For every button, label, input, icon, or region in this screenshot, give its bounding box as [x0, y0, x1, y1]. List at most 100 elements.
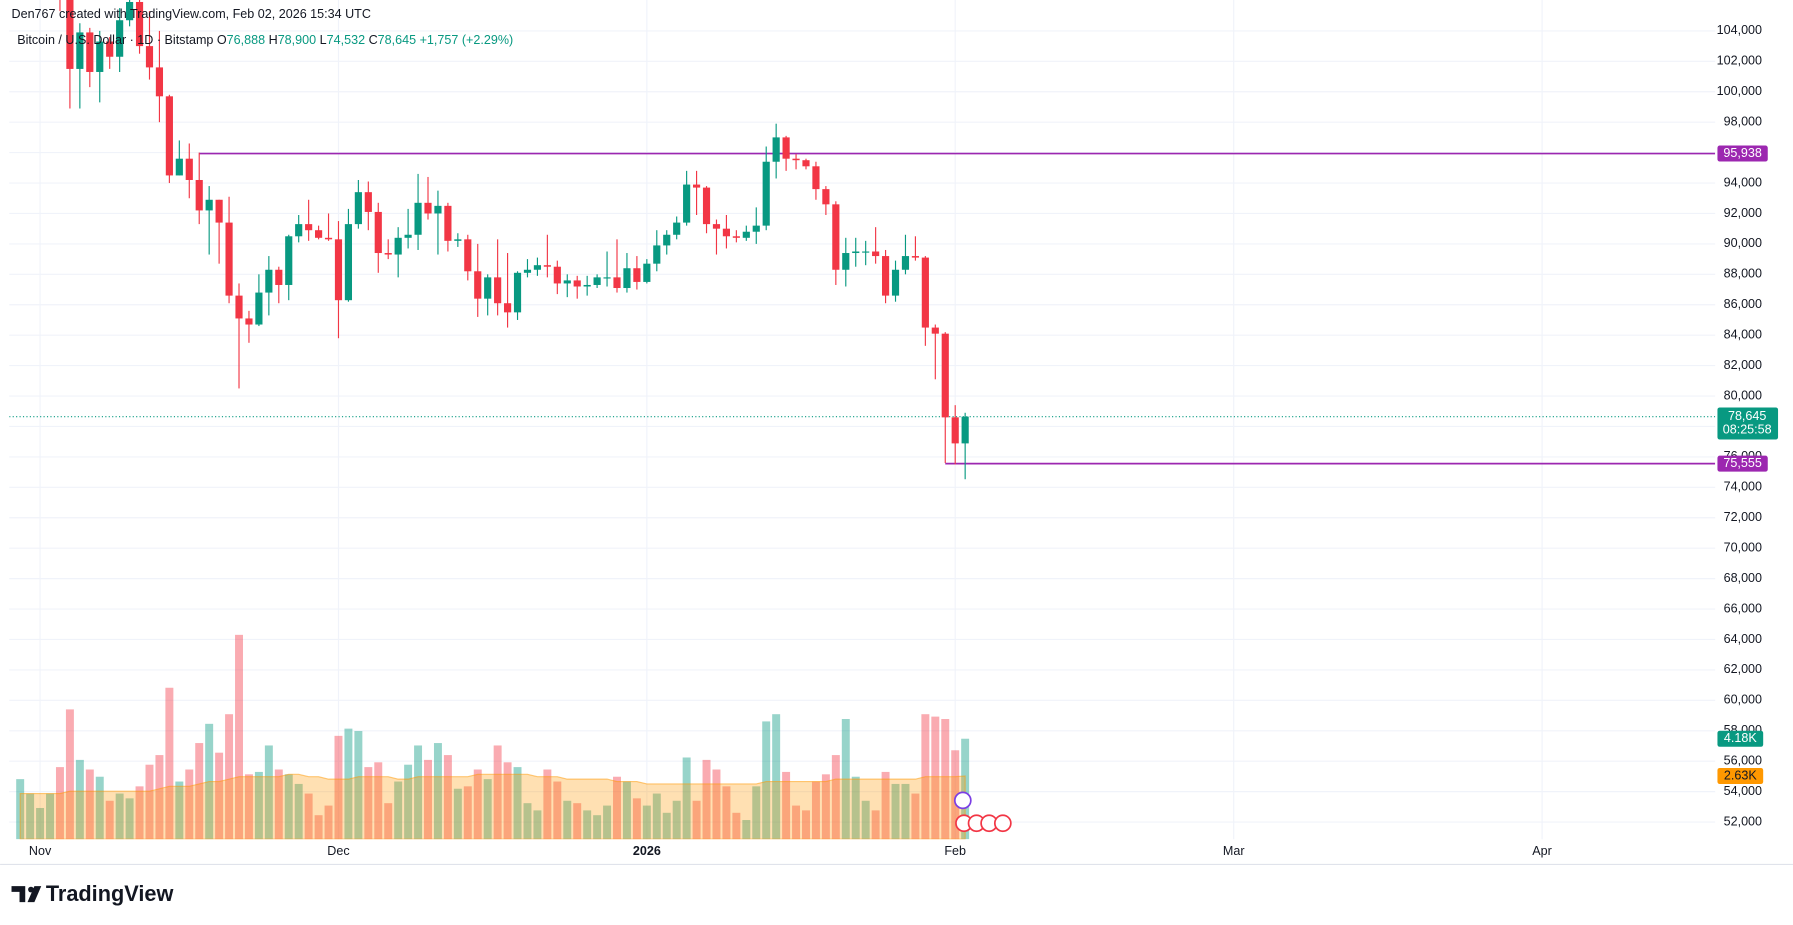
candle [155, 30, 164, 123]
candle-body [324, 237, 333, 240]
x-tick-label: Dec [327, 844, 349, 858]
y-tick-label: 88,000 [1724, 267, 1762, 281]
y-tick-label: 62,000 [1724, 662, 1762, 676]
candle-body [563, 280, 571, 284]
candle [722, 214, 731, 249]
candle [175, 140, 183, 176]
legend-symbol: Bitcoin / U.S. Dollar · 1D · Bitstamp [17, 33, 213, 47]
volume-bar [274, 769, 283, 840]
candle [523, 259, 532, 278]
candle [683, 170, 691, 226]
candle-body [434, 205, 442, 214]
candle-body [772, 137, 780, 162]
candle-body [553, 266, 561, 284]
volume-bar [831, 755, 840, 840]
volume-bar [802, 810, 810, 840]
candle-body [613, 277, 621, 289]
volume-bar [185, 769, 194, 840]
volume-bar [105, 800, 114, 840]
volume-bar [752, 786, 761, 840]
volume-bar [433, 743, 442, 840]
candle [822, 186, 830, 215]
volume-bar [424, 759, 432, 840]
volume-bar [642, 805, 651, 840]
candle-body [583, 284, 591, 287]
candle [712, 219, 721, 255]
candle [742, 225, 750, 241]
candle-body [116, 20, 124, 57]
candle-body [285, 236, 293, 285]
candle [643, 259, 651, 284]
candle [494, 239, 502, 316]
candle [344, 208, 353, 302]
volume-bar [493, 745, 502, 840]
volume-bar [55, 767, 64, 840]
candle [762, 146, 770, 231]
volume-bar [394, 781, 403, 840]
candle-body [523, 269, 532, 273]
candle [334, 221, 343, 339]
x-tick-label: Feb [944, 844, 966, 858]
volume-bar [523, 803, 532, 840]
volume-bar [135, 786, 144, 840]
volume-bar [284, 774, 293, 840]
volume-bar [901, 783, 910, 840]
y-tick-label: 98,000 [1724, 115, 1762, 129]
candle-body [255, 292, 263, 325]
candle [911, 236, 919, 261]
level-label: 95,938 [1723, 146, 1761, 160]
volume-bar [294, 783, 303, 840]
volume-bar [483, 779, 492, 840]
candle [812, 161, 820, 200]
candle-body [762, 161, 770, 226]
candle-body [852, 251, 860, 254]
candle-body [464, 239, 472, 272]
volume-bar [941, 719, 950, 840]
y-tick-label: 82,000 [1724, 358, 1762, 372]
countdown-label: 08:25:58 [1723, 423, 1772, 437]
logo-icon [28, 886, 34, 893]
candle-body [722, 228, 731, 237]
volume-bar [513, 767, 522, 840]
volume-bar [36, 807, 45, 840]
volume-bar [951, 750, 960, 840]
legend: Bitcoin / U.S. Dollar · 1D · Bitstamp O7… [17, 33, 513, 47]
candle [135, 0, 144, 54]
candle [603, 251, 611, 287]
logo-text: TradingView [46, 881, 174, 906]
event-icons [953, 791, 1012, 833]
y-tick-label: 84,000 [1724, 328, 1762, 342]
volume-bar [165, 687, 174, 840]
candle [951, 405, 959, 465]
candle [504, 253, 512, 328]
candle [941, 332, 949, 463]
candle [543, 234, 551, 278]
y-tick-label: 70,000 [1724, 541, 1762, 555]
candle [663, 230, 671, 255]
candle [116, 8, 124, 72]
volume-bar [75, 759, 84, 840]
candle-body [782, 137, 790, 159]
legend-l: L [320, 33, 327, 47]
last-price-badge [1717, 407, 1779, 440]
candle [215, 199, 223, 264]
volume-bar [374, 762, 383, 840]
candle-body [931, 327, 939, 334]
y-tick-label: 54,000 [1724, 784, 1762, 798]
candle [464, 234, 472, 281]
candle [434, 190, 442, 255]
candle-body [921, 257, 929, 328]
candle [802, 158, 810, 170]
candle-body [623, 268, 631, 289]
candle-body [404, 234, 412, 238]
volume-bar [821, 774, 830, 840]
footer-logo: TradingView [11, 881, 174, 906]
candle [792, 154, 800, 170]
candle [354, 179, 362, 229]
candle-body [692, 184, 701, 188]
volume-bar [215, 752, 224, 840]
candle [96, 30, 104, 103]
candle [165, 94, 173, 184]
y-tick-label: 72,000 [1724, 510, 1762, 524]
